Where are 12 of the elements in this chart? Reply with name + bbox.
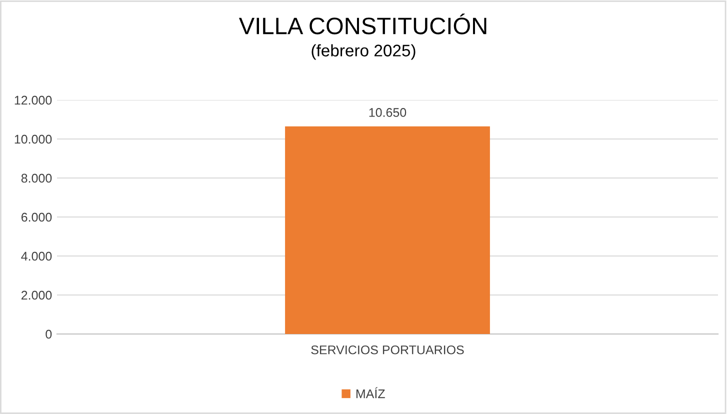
y-tick-label: 12.000 — [14, 96, 52, 105]
text: 10.650 — [369, 108, 406, 117]
y-tick-label: 2.000 — [21, 290, 52, 300]
y-tick-label: 10.000 — [14, 134, 52, 144]
y-tick-label: 0 — [46, 330, 52, 339]
chart-title: VILLA CONSTITUCIÓN — [238, 14, 486, 34]
y-tick-label: 8.000 — [21, 174, 52, 183]
y-tick-label: 6.000 — [21, 212, 52, 222]
y-tick-label: 4.000 — [21, 252, 52, 261]
chart-subtitle: (febrero 2025) — [312, 44, 416, 60]
legend-label: MAÍZ — [356, 387, 385, 398]
x-tick-label: SERVICIOS PORTUARIOS — [311, 345, 464, 354]
